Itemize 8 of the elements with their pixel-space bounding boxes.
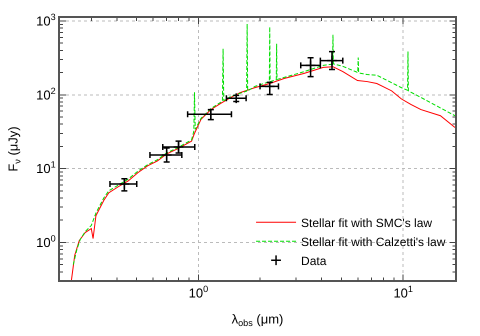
x-axis-title: λ$_{obs}$ (μm) bbox=[232, 311, 284, 328]
y-tick-label: 10$^{3}$ bbox=[36, 12, 56, 28]
legend-label: Stellar fit with SMC's law bbox=[301, 216, 432, 230]
y-tick-label: 10$^{2}$ bbox=[36, 86, 56, 102]
legend-label: Data bbox=[301, 254, 327, 268]
y-tick-label: 10$^{1}$ bbox=[36, 160, 56, 176]
y-tick-label: 10$^{0}$ bbox=[36, 234, 56, 250]
legend-label: Stellar fit with Calzetti's law bbox=[301, 234, 446, 249]
